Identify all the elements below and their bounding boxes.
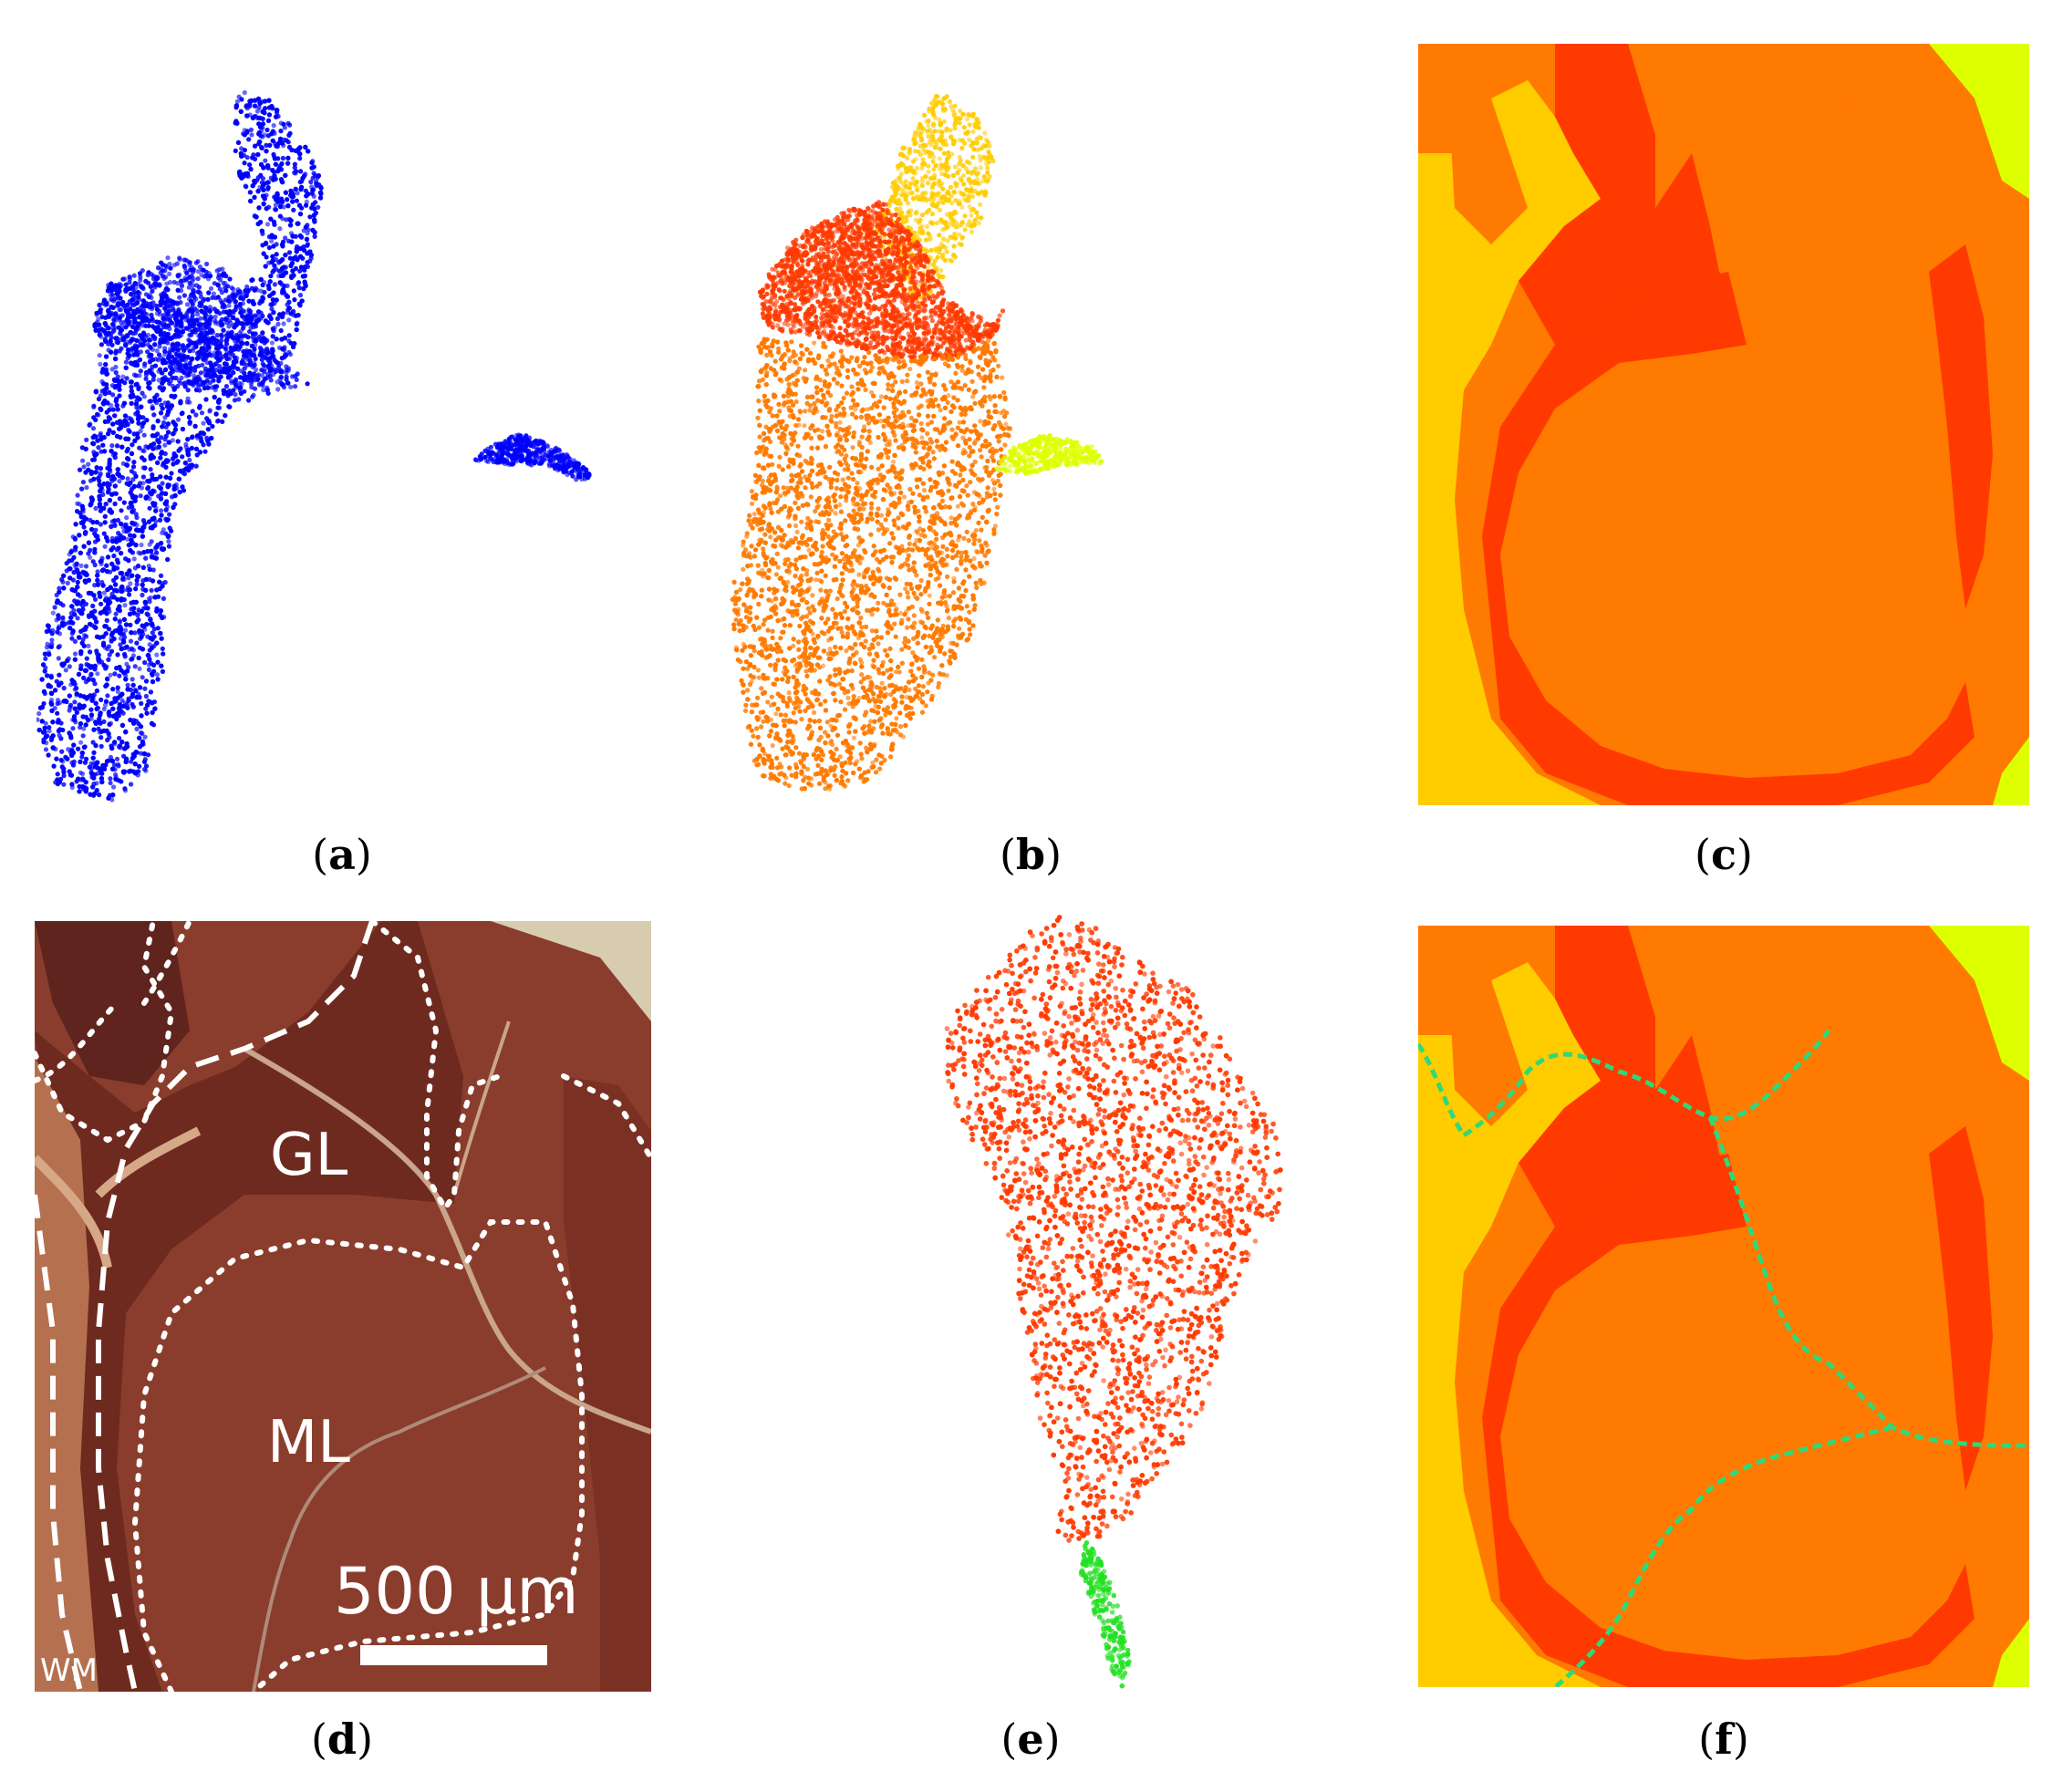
label-white-matter: WM [40,1652,98,1689]
panel-f-map [1418,926,2029,1687]
caption-a: (a) [312,830,372,879]
panel-f-cluster-map [1418,926,2029,1687]
panel-b-scatter [720,82,1359,812]
panel-d-micrograph: GL ML WM 500 µm [35,921,651,1692]
caption-e: (e) [1000,1714,1061,1764]
panel-c-cluster-map [1418,44,2029,805]
caption-c: (c) [1695,830,1753,879]
tissue-image [35,921,651,1692]
caption-d: (d) [310,1714,374,1764]
gold-cluster [875,94,996,306]
panel-c-map [1418,44,2029,805]
panel-e-scatter [930,907,1313,1692]
blue-cluster-tail [472,432,592,482]
label-molecular-layer: ML [267,1409,350,1476]
red-cluster [757,200,1006,361]
green-cluster [1078,1540,1132,1689]
panel-b-plot [730,94,1104,792]
lime-cluster [994,433,1104,476]
caption-f: (f) [1698,1714,1749,1764]
panel-e-plot [944,915,1283,1689]
panel-a-scatter [36,82,657,812]
blue-cluster-main [36,89,324,803]
blue-cluster-upper [92,255,310,403]
label-granular-layer: GL [270,1122,348,1189]
orange-cluster [730,337,1013,792]
panel-a-plot [36,89,592,803]
caption-b: (b) [999,830,1063,879]
scale-bar-label: 500 µm [334,1554,579,1629]
red-cluster [944,915,1283,1543]
